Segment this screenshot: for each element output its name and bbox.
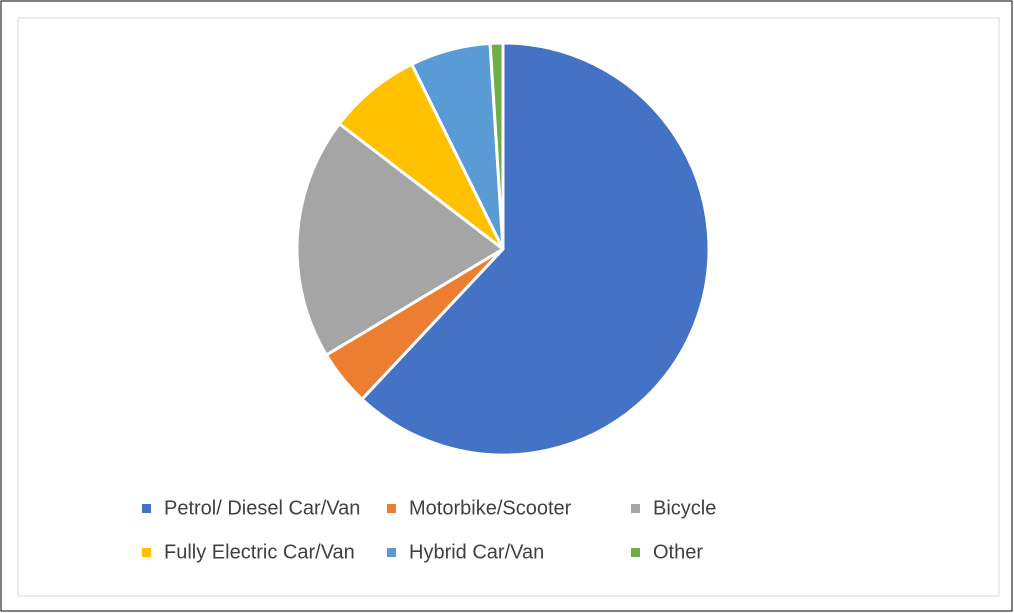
pie-slice	[488, 41, 505, 251]
legend-swatch	[631, 548, 640, 557]
legend-swatch	[387, 504, 396, 513]
legend-label: Petrol/ Diesel Car/Van	[164, 497, 360, 519]
legend-label: Motorbike/Scooter	[409, 497, 572, 519]
chart-frame	[17, 17, 1000, 597]
legend-swatch	[631, 504, 640, 513]
legend-swatch	[387, 548, 396, 557]
legend-swatch	[142, 504, 151, 513]
legend-label: Bicycle	[653, 497, 716, 519]
legend-label: Other	[653, 541, 703, 563]
pie-slice	[295, 122, 505, 357]
pie-slice	[360, 41, 711, 457]
legend-label: Fully Electric Car/Van	[164, 541, 355, 563]
legend-swatch	[142, 548, 151, 557]
legend-label: Hybrid Car/Van	[409, 541, 544, 563]
